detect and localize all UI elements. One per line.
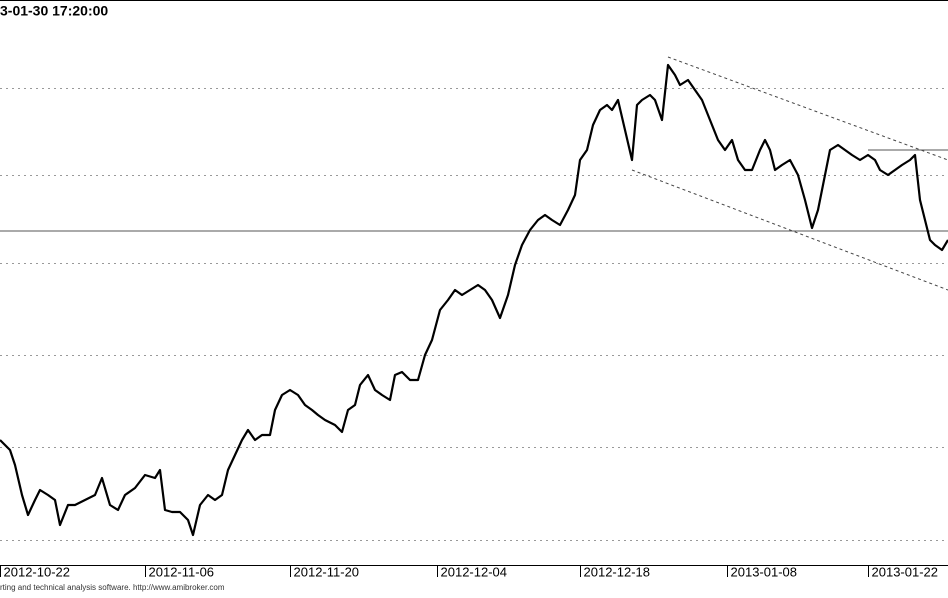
trend-line <box>667 56 948 161</box>
footer: rting and technical analysis software. h… <box>0 583 225 592</box>
x-tick-label: 2013-01-22 <box>872 564 939 579</box>
x-tick-label: 2012-12-18 <box>584 564 651 579</box>
x-tick-label: 2012-11-06 <box>149 564 215 579</box>
plot-area <box>0 0 948 565</box>
x-tick-label: 2013-01-08 <box>731 564 798 579</box>
x-tick-label: 2012-11-20 <box>294 564 360 579</box>
price-line <box>0 63 948 537</box>
x-tick-label: 2012-12-04 <box>441 564 508 579</box>
x-tick-label: 2012-10-22 <box>4 564 71 579</box>
trend-line <box>631 169 948 291</box>
chart-title: 3-01-30 17:20:00 <box>0 3 108 19</box>
